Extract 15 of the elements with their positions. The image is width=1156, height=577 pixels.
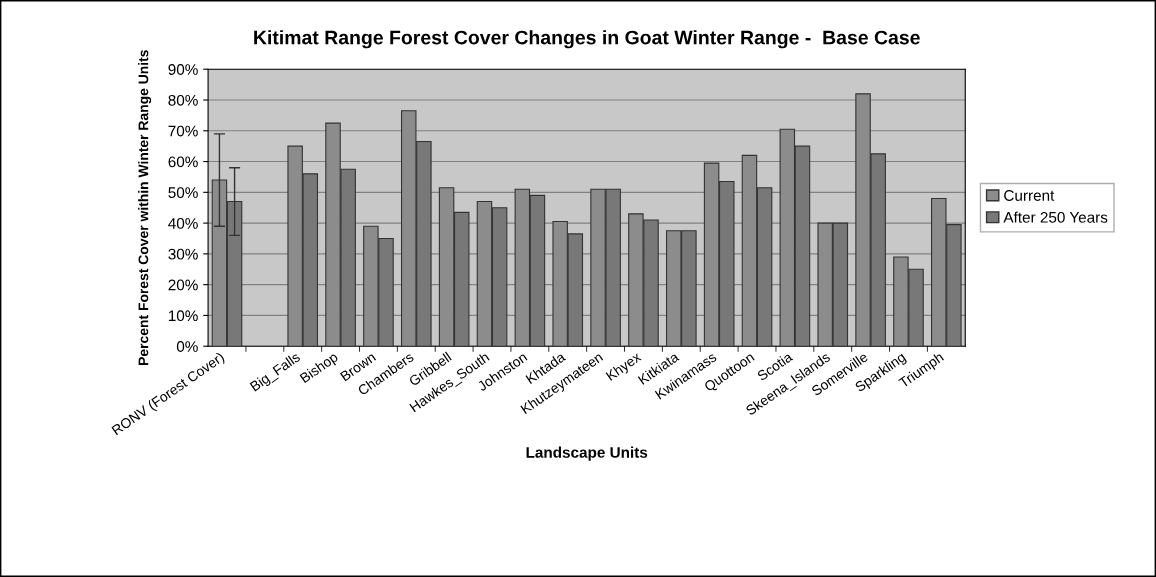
x-axis-title: Landscape Units xyxy=(526,446,648,461)
y-tick-label: 60% xyxy=(168,156,198,168)
y-tick-label: 10% xyxy=(168,310,198,322)
y-tick-label: 90% xyxy=(168,64,198,75)
y-tick-label: 0% xyxy=(176,341,198,352)
chart-title: Kitimat Range Forest Cover Changes in Goat Winter Range - Base Case xyxy=(254,30,920,49)
y-tick-label: 80% xyxy=(168,94,198,106)
legend-label: Current xyxy=(1004,190,1055,201)
y-tick-label: 40% xyxy=(168,217,198,229)
legend-label: After 250 Years xyxy=(1003,211,1108,223)
y-tick-label: 30% xyxy=(168,248,198,260)
y-tick-label: 20% xyxy=(168,279,198,291)
y-axis-title: Percent Forest Cover within Winter Range Units xyxy=(138,50,152,365)
y-tick-label: 70% xyxy=(168,125,198,137)
y-tick-label: 50% xyxy=(168,187,198,199)
